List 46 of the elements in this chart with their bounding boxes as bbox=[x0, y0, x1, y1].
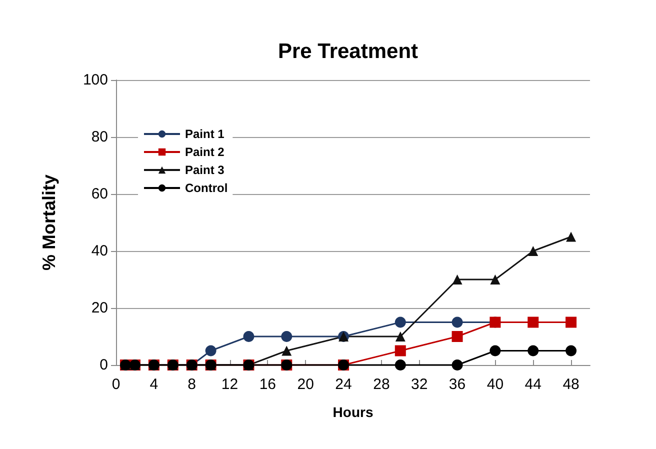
x-tick-label: 40 bbox=[486, 376, 504, 393]
point bbox=[490, 274, 500, 284]
legend-label: Paint 1 bbox=[185, 127, 225, 141]
legend-label: Paint 2 bbox=[185, 145, 225, 159]
x-tick-label: 0 bbox=[112, 376, 120, 393]
x-tick-label: 4 bbox=[150, 376, 158, 393]
y-tick-label: 20 bbox=[91, 300, 108, 316]
x-tick-label: 20 bbox=[297, 376, 314, 393]
y-tick-label: 60 bbox=[91, 186, 108, 202]
point bbox=[282, 346, 292, 356]
x-tick-label: 12 bbox=[221, 376, 238, 393]
point bbox=[490, 345, 501, 356]
point bbox=[452, 360, 463, 370]
point bbox=[395, 332, 406, 342]
point bbox=[566, 345, 577, 356]
x-tick-label: 44 bbox=[524, 376, 542, 393]
x-tick-label: 16 bbox=[259, 376, 276, 393]
y-tick-label: 40 bbox=[91, 242, 108, 260]
point bbox=[452, 331, 463, 342]
point bbox=[528, 246, 538, 256]
y-axis-title: % Mortality bbox=[39, 174, 59, 271]
y-tick-label: 0 bbox=[100, 356, 108, 374]
point bbox=[566, 316, 577, 328]
point bbox=[394, 360, 406, 370]
point bbox=[394, 345, 406, 356]
point bbox=[566, 232, 576, 242]
point bbox=[452, 274, 462, 284]
x-axis-title: Hours bbox=[332, 404, 374, 420]
chart-title: Pre Treatment bbox=[278, 40, 418, 63]
point bbox=[528, 316, 539, 328]
x-tick-label: 8 bbox=[188, 376, 196, 393]
y-tick-label: 80 bbox=[91, 128, 108, 146]
y-tick-label: 100 bbox=[82, 72, 108, 88]
point bbox=[205, 345, 216, 356]
point bbox=[281, 331, 292, 342]
point bbox=[528, 345, 539, 356]
x-tick-label: 28 bbox=[373, 376, 390, 393]
x-tick-label: 36 bbox=[448, 376, 466, 393]
legend-label: Control bbox=[185, 181, 228, 195]
point bbox=[243, 331, 254, 342]
point bbox=[452, 316, 463, 328]
x-tick-label: 24 bbox=[335, 376, 352, 393]
x-tick-label: 32 bbox=[411, 376, 428, 393]
legend-label: Paint 3 bbox=[185, 163, 225, 177]
point bbox=[394, 316, 406, 328]
x-tick-label: 48 bbox=[562, 376, 580, 393]
